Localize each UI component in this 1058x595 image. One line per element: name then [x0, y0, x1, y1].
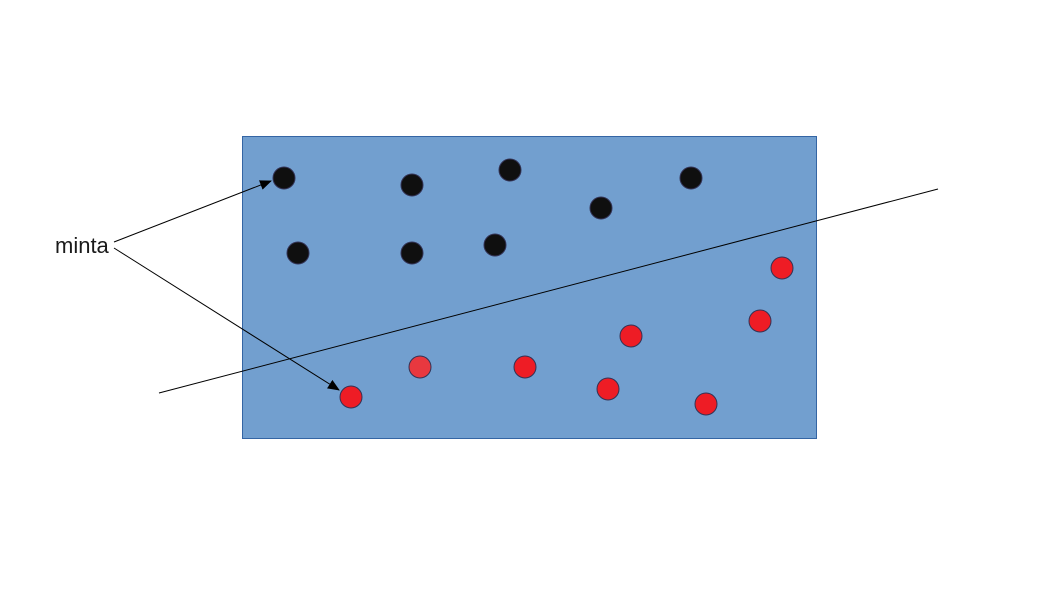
decision-boundary-line	[158, 188, 939, 394]
black-point	[589, 196, 613, 220]
black-point	[400, 241, 424, 265]
black-point	[286, 241, 310, 265]
red-point	[770, 256, 794, 280]
arrow-to-black-sample	[113, 180, 272, 243]
annotation-label: minta	[55, 233, 110, 258]
red-point	[596, 377, 620, 401]
black-point	[272, 166, 296, 190]
red-point	[513, 355, 537, 379]
red-points	[339, 256, 794, 416]
red-point	[694, 392, 718, 416]
black-point	[483, 233, 507, 257]
black-points	[272, 158, 703, 265]
black-point	[679, 166, 703, 190]
black-point	[498, 158, 522, 182]
red-point	[748, 309, 772, 333]
red-point	[408, 355, 432, 379]
red-point	[339, 385, 363, 409]
sample-space-region	[242, 136, 817, 439]
arrow-to-red-sample	[113, 247, 340, 391]
black-point	[400, 173, 424, 197]
red-point	[619, 324, 643, 348]
